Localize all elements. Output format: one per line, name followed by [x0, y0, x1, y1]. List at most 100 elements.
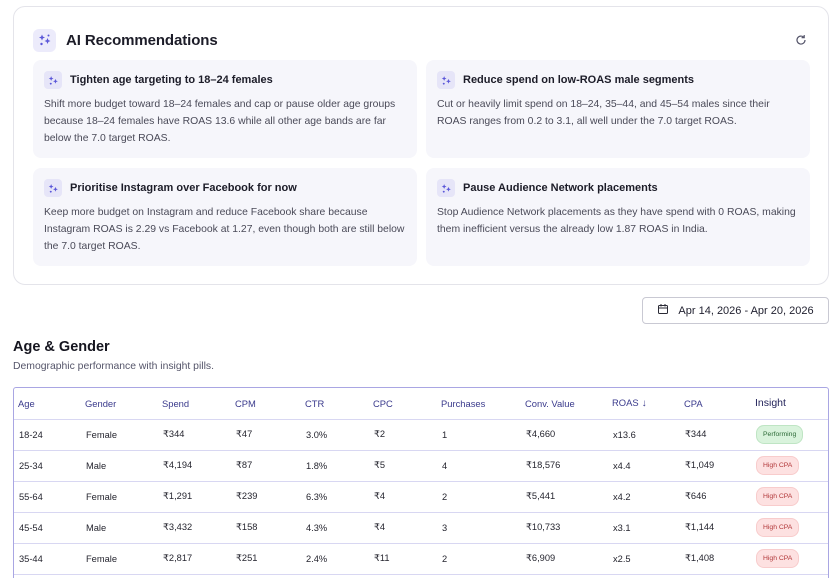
cell-insight: Performing [751, 419, 828, 451]
column-header-ctr[interactable]: CTR [301, 388, 369, 420]
table-row[interactable]: 18-24 Female ₹344 ₹47 3.0% ₹2 1 ₹4,660 x… [14, 419, 828, 451]
cell-spend: ₹1,291 [158, 481, 231, 513]
cell-cpm: ₹87 [231, 450, 301, 482]
section-subtitle: Demographic performance with insight pil… [13, 361, 214, 372]
recommendation-title: Tighten age targeting to 18–24 females [70, 74, 273, 86]
sparkles-icon [44, 179, 62, 197]
insight-pill: High CPA [756, 518, 800, 537]
column-header-cpc[interactable]: CPC [369, 388, 437, 420]
cell-conv-value: ₹5,441 [521, 481, 608, 513]
roas-header-label: ROAS [612, 397, 639, 409]
cell-gender: Female [81, 543, 158, 575]
cell-cpc: ₹4 [369, 512, 437, 544]
recommendation-card: Pause Audience Network placements Stop A… [426, 168, 810, 266]
cell-conv-value: ₹4,660 [521, 419, 608, 451]
cell-age: 18-24 [14, 419, 81, 451]
cell-age: 55-64 [14, 481, 81, 513]
cell-age: 45-54 [14, 512, 81, 544]
recommendation-title: Pause Audience Network placements [463, 182, 658, 194]
ai-recommendations-header: AI Recommendations [33, 28, 810, 52]
cell-gender: Male [81, 512, 158, 544]
cell-cpm: ₹158 [231, 512, 301, 544]
cell-insight: High CPA [751, 543, 828, 575]
cell-ctr: 4.3% [301, 512, 369, 544]
cell-roas: x13.6 [608, 419, 680, 451]
cell-insight: High CPA [751, 450, 828, 482]
column-header-age[interactable]: Age [14, 388, 81, 420]
cell-conv-value: ₹6,909 [521, 543, 608, 575]
recommendation-body: Keep more budget on Instagram and reduce… [44, 207, 405, 252]
age-gender-table: Age Gender Spend CPM CTR CPC Purchases C… [13, 387, 829, 578]
column-header-cpa[interactable]: CPA [680, 388, 751, 420]
cell-gender: Male [81, 450, 158, 482]
cell-cpc: ₹4 [369, 481, 437, 513]
cell-cpa: ₹646 [680, 481, 751, 513]
ai-recommendations-title: AI Recommendations [66, 31, 218, 49]
column-header-insight[interactable]: Insight [751, 388, 828, 420]
cell-roas: x3.1 [608, 512, 680, 544]
cell-insight: High CPA [751, 481, 828, 513]
cell-purchases: 1 [437, 419, 521, 451]
column-header-gender[interactable]: Gender [81, 388, 158, 420]
recommendation-card: Prioritise Instagram over Facebook for n… [33, 168, 417, 266]
cell-cpa: ₹1,049 [680, 450, 751, 482]
cell-spend: ₹344 [158, 419, 231, 451]
cell-purchases: 3 [437, 512, 521, 544]
table-row[interactable]: 25-34 Male ₹4,194 ₹87 1.8% ₹5 4 ₹18,576 … [14, 450, 828, 482]
insight-pill: High CPA [756, 487, 800, 506]
cell-ctr: 2.4% [301, 543, 369, 575]
column-header-purchases[interactable]: Purchases [437, 388, 521, 420]
cell-cpm: ₹251 [231, 543, 301, 575]
cell-age: 25-34 [14, 450, 81, 482]
cell-cpa: ₹1,408 [680, 543, 751, 575]
cell-cpa: ₹344 [680, 419, 751, 451]
cell-conv-value: ₹10,733 [521, 512, 608, 544]
date-range-button[interactable]: Apr 14, 2026 - Apr 20, 2026 [642, 297, 829, 324]
sparkles-icon [44, 71, 62, 89]
sparkles-icon [33, 28, 56, 52]
refresh-icon[interactable] [792, 31, 810, 49]
cell-insight: High CPA [751, 512, 828, 544]
recommendation-title: Reduce spend on low-ROAS male segments [463, 74, 695, 86]
cell-conv-value: ₹18,576 [521, 450, 608, 482]
cell-ctr: 3.0% [301, 419, 369, 451]
cell-purchases: 2 [437, 543, 521, 575]
column-header-cpm[interactable]: CPM [231, 388, 301, 420]
table-header-row: Age Gender Spend CPM CTR CPC Purchases C… [14, 388, 828, 420]
recommendation-card: Reduce spend on low-ROAS male segments C… [426, 60, 810, 158]
insight-pill: Performing [756, 425, 804, 444]
column-header-roas[interactable]: ROAS ↓ [608, 388, 680, 420]
cell-roas: x2.5 [608, 543, 680, 575]
cell-purchases: 2 [437, 481, 521, 513]
ai-recommendations-card: AI Recommendations Tighten age targeting… [13, 6, 829, 285]
cell-roas: x4.4 [608, 450, 680, 482]
section-title: Age & Gender [13, 339, 110, 355]
insight-pill: High CPA [756, 549, 800, 568]
date-range-label: Apr 14, 2026 - Apr 20, 2026 [678, 304, 814, 317]
cell-gender: Female [81, 481, 158, 513]
cell-age: 35-44 [14, 543, 81, 575]
cell-cpc: ₹5 [369, 450, 437, 482]
cell-spend: ₹3,432 [158, 512, 231, 544]
recommendation-body: Stop Audience Network placements as they… [437, 207, 796, 235]
cell-cpa: ₹1,144 [680, 512, 751, 544]
cell-cpc: ₹11 [369, 543, 437, 575]
recommendation-card: Tighten age targeting to 18–24 females S… [33, 60, 417, 158]
table-row[interactable]: 45-54 Male ₹3,432 ₹158 4.3% ₹4 3 ₹10,733… [14, 512, 828, 544]
cell-ctr: 6.3% [301, 481, 369, 513]
recommendation-title: Prioritise Instagram over Facebook for n… [70, 182, 297, 194]
table-row[interactable]: 55-64 Female ₹1,291 ₹239 6.3% ₹4 2 ₹5,44… [14, 481, 828, 513]
cell-spend: ₹2,817 [158, 543, 231, 575]
column-header-spend[interactable]: Spend [158, 388, 231, 420]
recommendation-body: Shift more budget toward 18–24 females a… [44, 99, 396, 144]
table-row[interactable]: 35-44 Female ₹2,817 ₹251 2.4% ₹11 2 ₹6,9… [14, 543, 828, 575]
sort-descending-icon[interactable]: ↓ [641, 398, 647, 410]
cell-roas: x4.2 [608, 481, 680, 513]
cell-spend: ₹4,194 [158, 450, 231, 482]
column-header-conv-value[interactable]: Conv. Value [521, 388, 608, 420]
calendar-icon [657, 302, 669, 320]
cell-ctr: 1.8% [301, 450, 369, 482]
cell-gender: Female [81, 419, 158, 451]
insight-pill: High CPA [756, 456, 800, 475]
sparkles-icon [437, 71, 455, 89]
